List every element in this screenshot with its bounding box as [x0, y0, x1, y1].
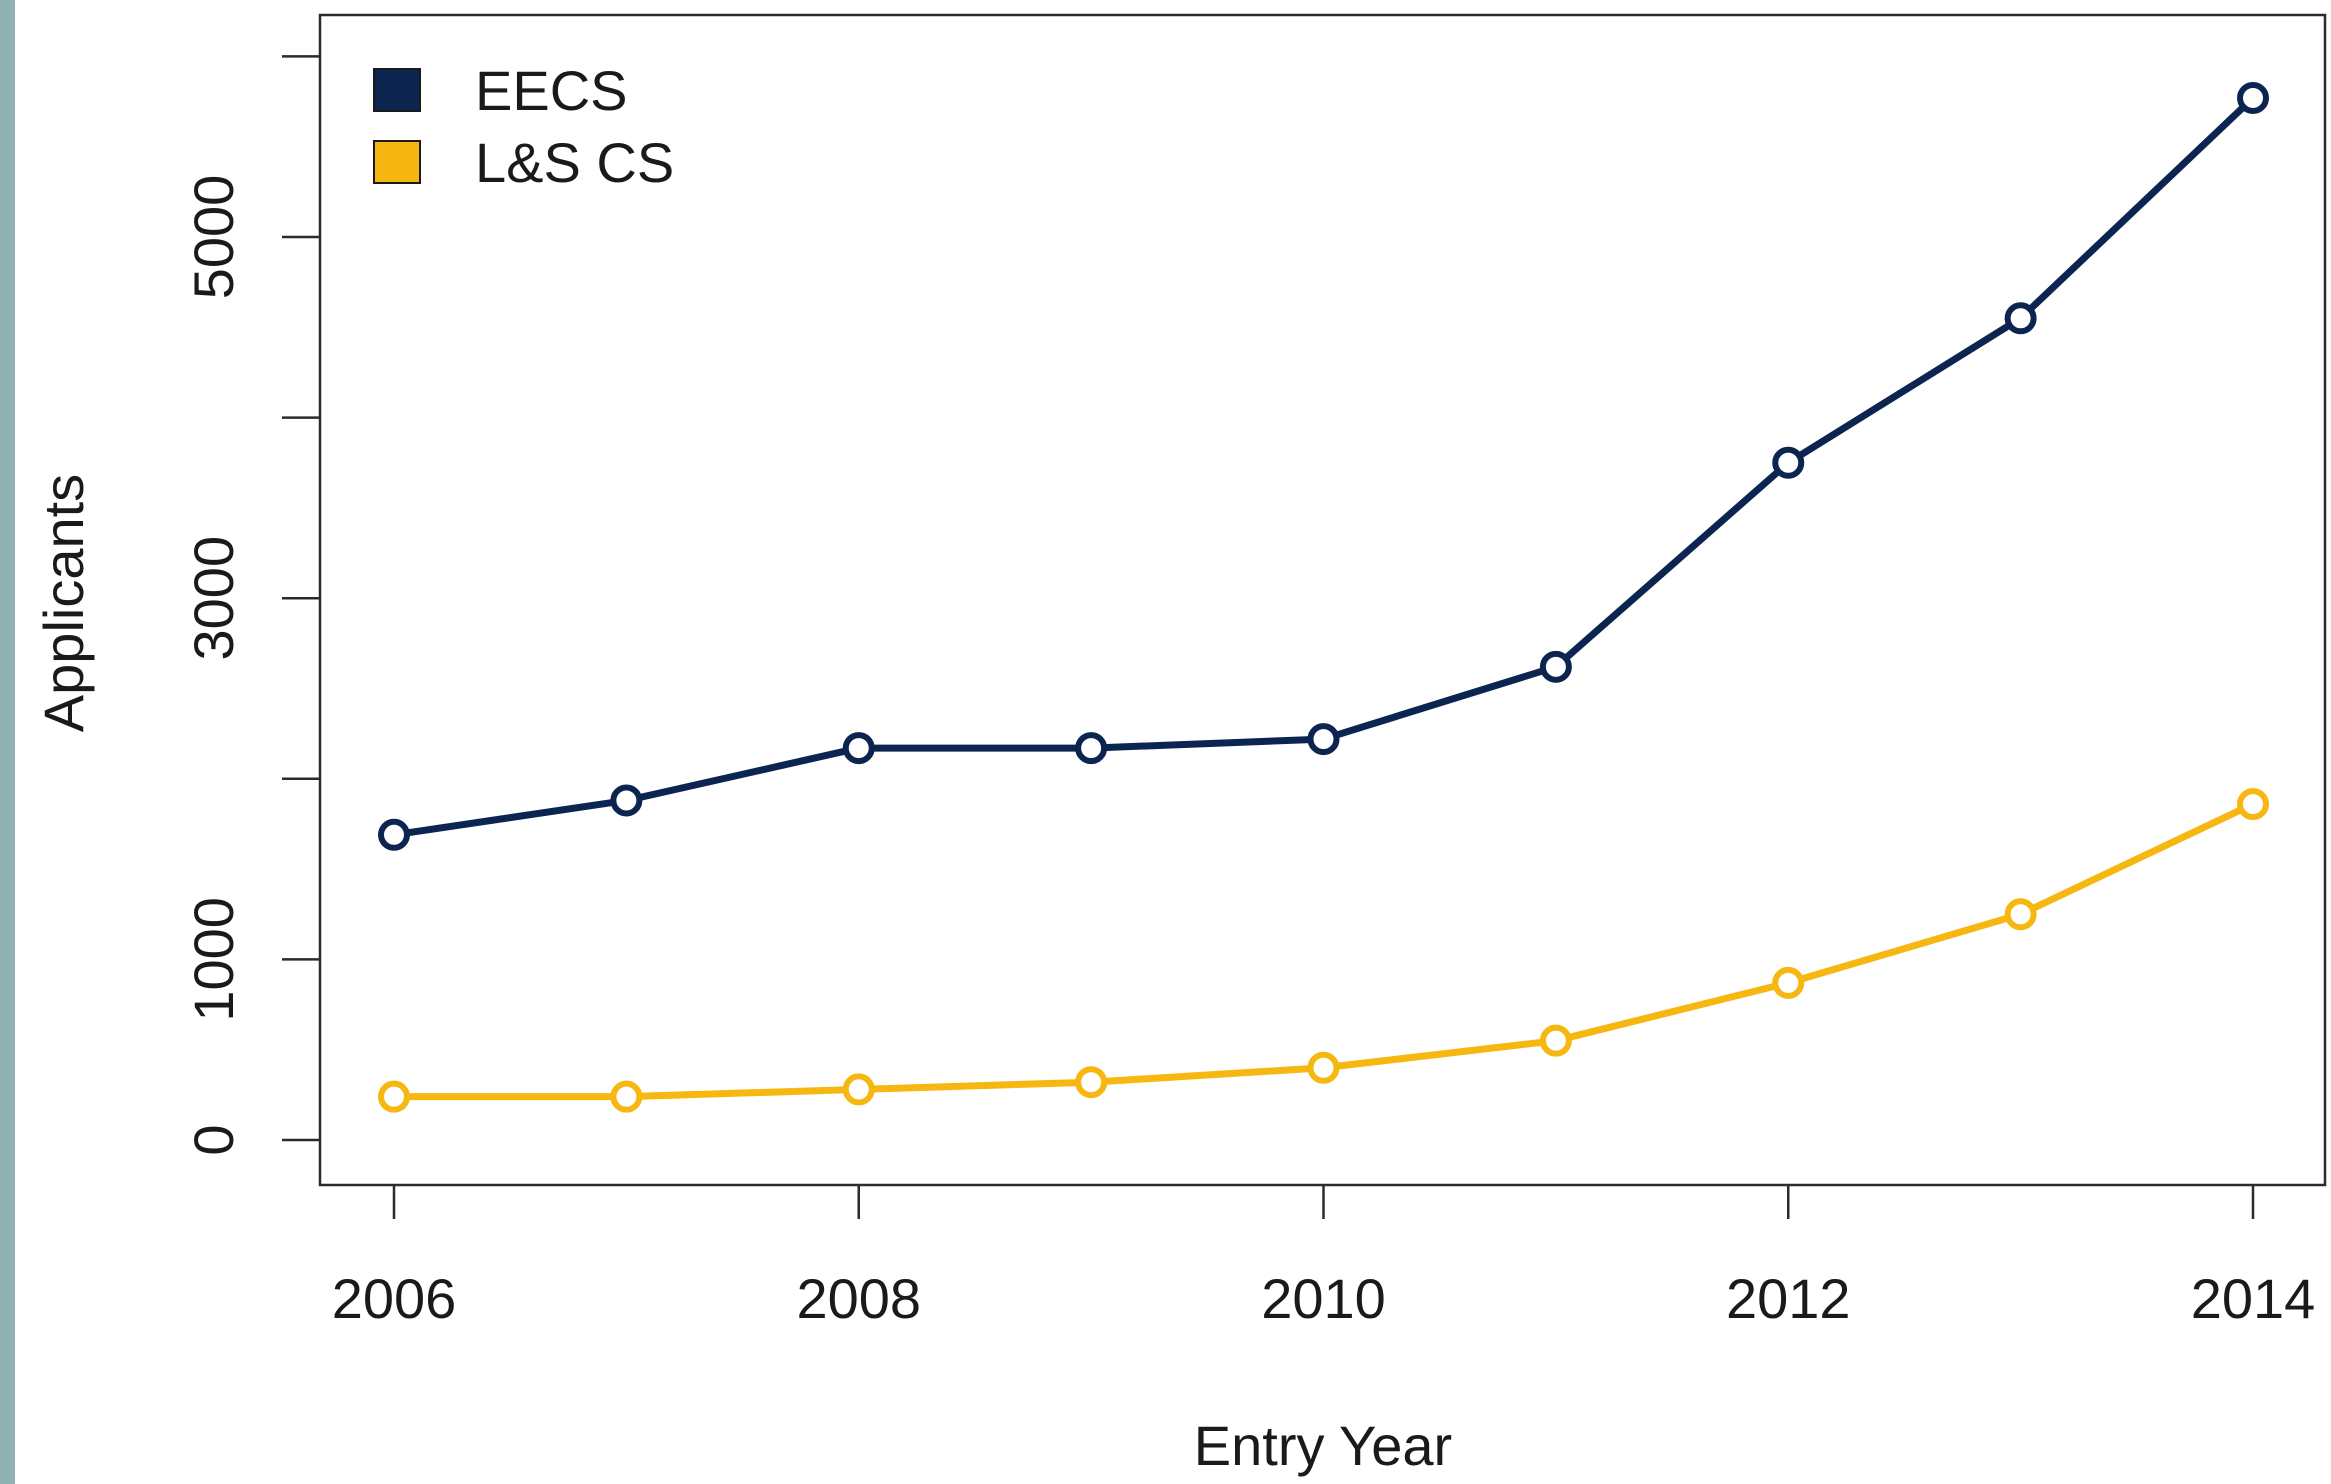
x-tick-label: 2014: [2191, 1267, 2316, 1330]
data-point: [1539, 1024, 1572, 1057]
data-point: [842, 1073, 875, 1106]
data-point: [1772, 446, 1805, 479]
legend-label: EECS: [475, 59, 628, 122]
x-tick-label: 2010: [1261, 1267, 1386, 1330]
data-point: [378, 1080, 410, 1113]
y-tick-label: 0: [182, 1124, 245, 1155]
slide-accent-strip: [0, 0, 15, 1484]
data-point: [1307, 1051, 1340, 1084]
y-axis-title: Applicants: [32, 474, 95, 732]
x-tick-label: 2012: [1726, 1267, 1851, 1330]
data-point: [1075, 732, 1108, 765]
x-axis-title: Entry Year: [1194, 1414, 1452, 1477]
x-tick-label: 2008: [796, 1267, 921, 1330]
series-layer: [378, 81, 2269, 1113]
data-point: [378, 818, 410, 851]
data-point: [842, 732, 875, 765]
data-point: [1075, 1066, 1108, 1099]
legend-swatch: [373, 140, 421, 184]
data-point: [2237, 788, 2269, 821]
data-point: [610, 1080, 643, 1113]
data-point: [610, 784, 643, 817]
data-point: [1307, 723, 1340, 756]
legend: EECS L&S CS: [373, 59, 674, 194]
series-ls-cs: [378, 788, 2269, 1113]
y-tick-label: 1000: [182, 897, 245, 1022]
data-point: [2004, 898, 2037, 931]
data-point: [2237, 81, 2269, 114]
series-eecs: [378, 81, 2269, 851]
legend-swatch: [373, 68, 421, 112]
axes-layer: 2006 2008 2010 2012 2014 0 1000 3000 5000: [182, 55, 2316, 1330]
y-tick-label: 5000: [182, 175, 245, 300]
axis-titles-layer: Entry Year Applicants: [32, 474, 1452, 1477]
y-tick-label: 3000: [182, 536, 245, 661]
x-tick-label: 2006: [332, 1267, 457, 1330]
data-point: [1539, 650, 1572, 683]
legend-label: L&S CS: [475, 131, 674, 194]
data-point: [1772, 966, 1805, 999]
data-point: [2004, 302, 2037, 335]
